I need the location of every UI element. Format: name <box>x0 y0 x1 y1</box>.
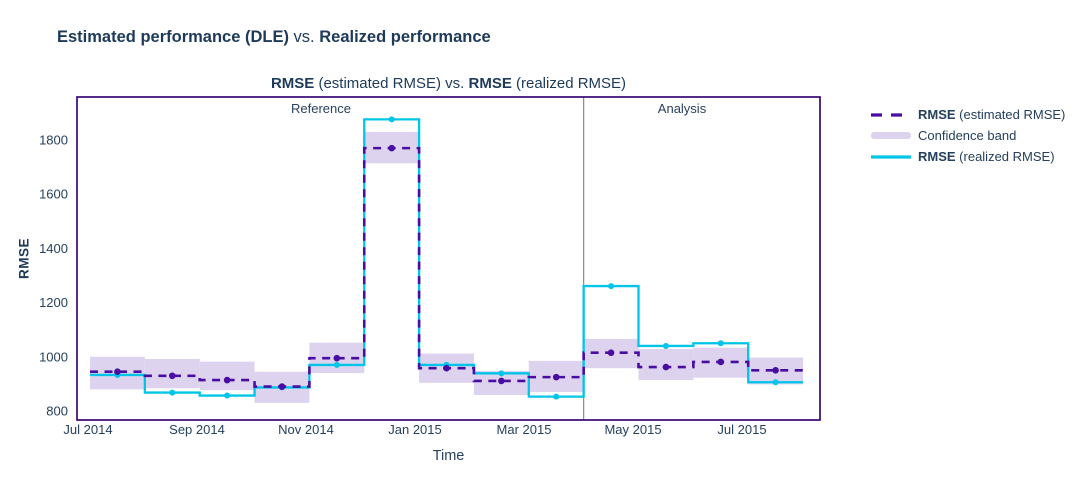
estimated-rmse-marker[interactable] <box>114 368 121 376</box>
legend-item-confidence-band[interactable]: Confidence band <box>871 125 1065 146</box>
page-title: Estimated performance (DLE) vs. Realized… <box>57 28 491 47</box>
x-tick-label: Jul 2015 <box>717 422 766 437</box>
dashed-line-swatch-icon <box>871 112 911 118</box>
legend: RMSE (estimated RMSE) Confidence band RM… <box>871 104 1065 167</box>
analysis-region-label: Analysis <box>657 101 707 116</box>
y-tick-label: 1200 <box>39 295 68 310</box>
realized-rmse-marker[interactable] <box>169 389 176 396</box>
x-tick-label: Sep 2014 <box>169 422 225 437</box>
realized-rmse-marker[interactable] <box>662 342 669 349</box>
x-axis-title: Time <box>432 448 465 464</box>
solid-line-swatch-icon <box>871 154 911 160</box>
page-title-realized: Realized performance <box>319 28 491 46</box>
confidence-band-swatch-icon <box>871 132 911 139</box>
estimated-rmse-marker[interactable] <box>333 354 341 362</box>
realized-rmse-marker[interactable] <box>717 340 724 347</box>
realized-rmse-marker[interactable] <box>333 361 340 368</box>
page-title-estimated: Estimated performance (DLE) <box>57 28 289 46</box>
y-tick-label: 1600 <box>39 187 68 202</box>
estimated-rmse-marker[interactable] <box>552 373 560 381</box>
estimated-rmse-marker[interactable] <box>772 367 779 374</box>
x-tick-label: Jan 2015 <box>388 422 442 437</box>
x-tick-label: May 2015 <box>604 422 661 437</box>
realized-rmse-marker[interactable] <box>224 392 231 399</box>
realized-rmse-marker[interactable] <box>608 283 615 290</box>
realized-rmse-marker[interactable] <box>772 379 779 386</box>
legend-label-confidence-band: Confidence band <box>918 128 1017 143</box>
estimated-rmse-marker[interactable] <box>607 349 615 357</box>
chart-title: RMSE (estimated RMSE) vs. RMSE (realized… <box>270 75 627 92</box>
reference-region-label: Reference <box>291 101 351 116</box>
estimated-rmse-marker[interactable] <box>223 376 231 384</box>
page-title-vs: vs. <box>288 28 320 46</box>
estimated-rmse-marker[interactable] <box>388 144 395 152</box>
legend-item-estimated[interactable]: RMSE (estimated RMSE) <box>871 104 1065 125</box>
y-tick-label: 1800 <box>39 133 68 148</box>
estimated-rmse-marker[interactable] <box>662 363 670 371</box>
legend-item-realized[interactable]: RMSE (realized RMSE) <box>871 146 1065 167</box>
plot-border <box>76 96 821 421</box>
x-tick-label: Nov 2014 <box>278 422 334 437</box>
y-tick-label: 1000 <box>39 349 68 364</box>
realized-rmse-marker[interactable] <box>498 370 505 377</box>
x-tick-label: Mar 2015 <box>497 422 552 437</box>
y-tick-label: 800 <box>46 404 68 419</box>
estimated-rmse-marker[interactable] <box>278 383 286 390</box>
x-tick-label: Jul 2014 <box>63 422 112 437</box>
legend-label-realized: RMSE (realized RMSE) <box>918 149 1055 164</box>
estimated-rmse-marker[interactable] <box>443 364 450 372</box>
estimated-rmse-marker[interactable] <box>498 377 505 385</box>
estimated-rmse-marker[interactable] <box>717 358 725 366</box>
realized-rmse-marker[interactable] <box>553 393 560 400</box>
y-tick-label: 1400 <box>39 241 68 256</box>
estimated-rmse-marker[interactable] <box>168 372 176 380</box>
confidence-band-rect <box>199 361 255 391</box>
realized-rmse-marker[interactable] <box>388 116 395 123</box>
legend-label-estimated: RMSE (estimated RMSE) <box>918 107 1066 122</box>
